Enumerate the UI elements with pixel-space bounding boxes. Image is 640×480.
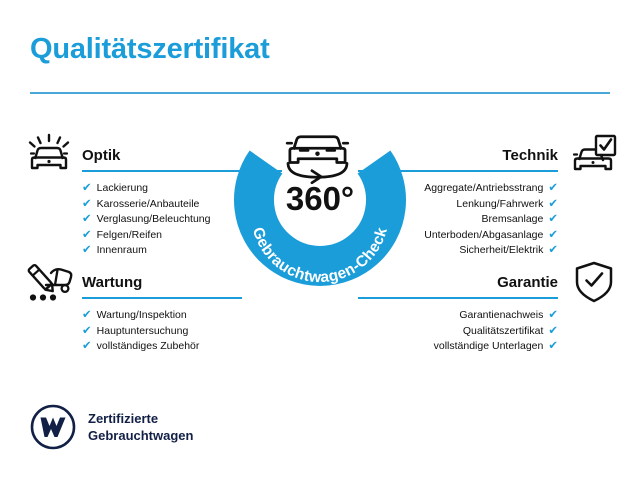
list-item-label: Unterboden/Abgasanlage — [424, 228, 544, 241]
badge-ring — [234, 150, 406, 286]
list-item-label: vollständiges Zubehör — [96, 340, 200, 352]
list-item: ✔ Hauptuntersuchung — [82, 324, 242, 340]
footer-text: Zertifizierte Gebrauchtwagen — [88, 410, 193, 444]
list-item-label: Bremsanlage — [481, 213, 544, 225]
check-icon: ✔ — [548, 324, 558, 337]
page-title: Qualitätszertifikat — [30, 33, 270, 65]
section-items-technik: ✔ Aggregate/Antriebsstrang ✔ Lenkung/Fahrw… — [358, 181, 558, 259]
section-technik: Technik ✔ Aggregate/Antriebsstrang ✔ Lenku… — [358, 138, 558, 259]
section-title-wartung: Wartung — [82, 274, 143, 291]
list-item: ✔ Lenkung/Fahrwerk — [358, 197, 558, 213]
check-icon: ✔ — [548, 197, 558, 210]
badge-360-check: Gebrauchtwagen-Check 360° — [231, 124, 409, 302]
car-rotation-icon — [285, 135, 350, 185]
check-icon: ✔ — [82, 228, 92, 241]
list-item-label: Lenkung/Fahrwerk — [456, 197, 544, 210]
section-title-optik: Optik — [82, 147, 121, 164]
list-item: ✔ Aggregate/Antriebsstrang — [358, 181, 558, 197]
section-optik: Optik ✔ Lackierung ✔ Karosserie/Anbauteile… — [82, 138, 282, 259]
list-item-label: Wartung/Inspektion — [96, 309, 187, 321]
check-icon: ✔ — [548, 213, 558, 225]
list-item: ✔ Unterboden/Abgasanlage — [358, 228, 558, 244]
section-items-optik: ✔ Lackierung ✔ Karosserie/Anbauteile ✔ Verg… — [82, 181, 282, 259]
list-item-label: Sicherheit/Elektrik — [459, 244, 544, 256]
check-icon: ✔ — [548, 228, 558, 241]
list-item: ✔ Garantienachweis — [358, 308, 558, 324]
check-icon: ✔ — [82, 213, 92, 225]
list-item: ✔ Innenraum — [82, 243, 282, 259]
section-wartung: Wartung ✔ Wartung/Inspektion ✔ Hauptunters… — [82, 265, 242, 355]
list-item: ✔ Karosserie/Anbauteile — [82, 197, 282, 213]
list-item: ✔ Bremsanlage — [358, 212, 558, 228]
list-item: ✔ Sicherheit/Elektrik — [358, 243, 558, 259]
list-item-label: Innenraum — [96, 244, 147, 256]
vw-logo — [30, 404, 76, 450]
list-item: ✔ Qualitätszertifikat — [358, 324, 558, 340]
badge-number: 360° — [285, 180, 355, 217]
list-item-label: Garantienachweis — [459, 309, 544, 321]
list-item: ✔ Lackierung — [82, 181, 282, 197]
list-item-label: vollständige Unterlagen — [433, 340, 544, 352]
check-icon: ✔ — [82, 309, 92, 321]
section-items-wartung: ✔ Wartung/Inspektion ✔ Hauptuntersuchung ✔… — [82, 308, 242, 355]
footer-line-1: Zertifizierte — [88, 411, 159, 426]
check-icon: ✔ — [548, 340, 558, 352]
section-header-wartung: Wartung — [82, 265, 242, 299]
car-shine-icon — [24, 133, 74, 175]
check-icon: ✔ — [82, 340, 92, 352]
section-divider-optik — [82, 170, 282, 172]
check-icon: ✔ — [82, 197, 92, 210]
list-item-label: Karosserie/Anbauteile — [96, 197, 200, 210]
list-item-label: Verglasung/Beleuchtung — [96, 213, 211, 225]
check-icon: ✔ — [82, 244, 92, 256]
list-item-label: Lackierung — [96, 182, 149, 194]
title-divider — [30, 92, 610, 94]
check-icon: ✔ — [82, 182, 92, 194]
section-title-technik: Technik — [502, 147, 558, 164]
list-item: ✔ Felgen/Reifen — [82, 228, 282, 244]
section-title-garantie: Garantie — [497, 274, 558, 291]
car-checkbox-icon — [568, 133, 618, 175]
section-items-garantie: ✔ Garantienachweis ✔ Qualitätszertifikat ✔… — [358, 308, 558, 355]
section-divider-wartung — [82, 297, 242, 299]
list-item-label: Qualitätszertifikat — [462, 324, 544, 337]
section-divider-technik — [358, 170, 558, 172]
list-item-label: Felgen/Reifen — [96, 228, 163, 241]
section-header-technik: Technik — [358, 138, 558, 172]
check-icon: ✔ — [548, 182, 558, 194]
check-icon: ✔ — [548, 309, 558, 321]
section-garantie: Garantie ✔ Garantienachweis ✔ Qualitätszer… — [358, 265, 558, 355]
check-icon: ✔ — [548, 244, 558, 256]
footer-line-2: Gebrauchtwagen — [88, 428, 194, 443]
list-item-label: Aggregate/Antriebsstrang — [424, 182, 544, 194]
list-item-label: Hauptuntersuchung — [96, 324, 189, 337]
wrench-car-icon — [24, 259, 74, 303]
list-item: ✔ vollständiges Zubehör — [82, 339, 242, 355]
section-divider-garantie — [358, 297, 558, 299]
footer-brand: Zertifizierte Gebrauchtwagen — [30, 404, 193, 450]
section-header-optik: Optik — [82, 138, 282, 172]
section-header-garantie: Garantie — [358, 265, 558, 299]
list-item: ✔ vollständige Unterlagen — [358, 339, 558, 355]
list-item: ✔ Verglasung/Beleuchtung — [82, 212, 282, 228]
shield-check-icon — [572, 260, 616, 304]
check-icon: ✔ — [82, 324, 92, 337]
list-item: ✔ Wartung/Inspektion — [82, 308, 242, 324]
